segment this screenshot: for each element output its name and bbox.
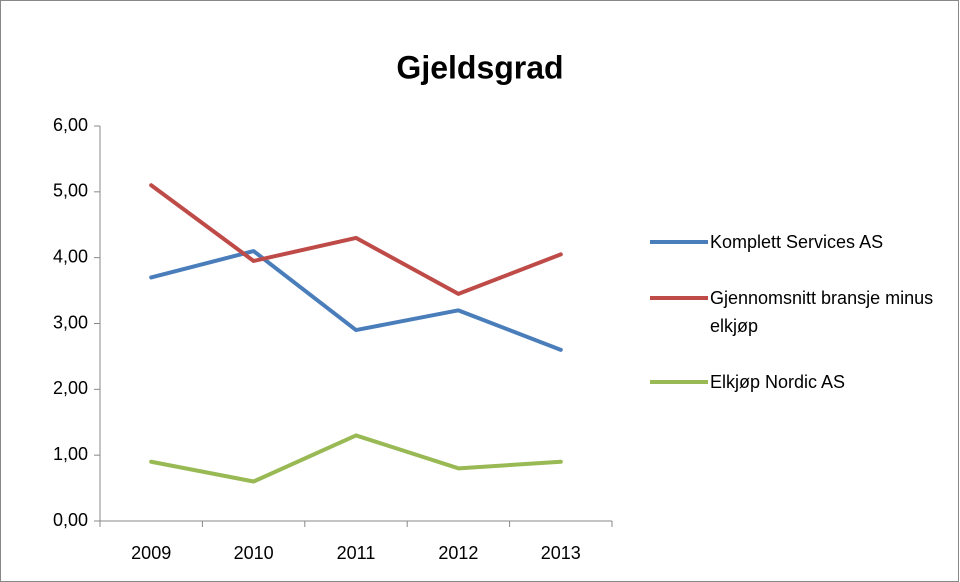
y-tick-label: 2,00 [53, 378, 88, 398]
y-tick-label: 0,00 [53, 510, 88, 530]
legend-swatch [650, 296, 708, 300]
series-line [149, 433, 563, 484]
legend-label: Gjennomsnitt bransje minus elkjøp [710, 288, 934, 336]
series-line [149, 183, 563, 296]
legend-item: Elkjøp Nordic AS [650, 368, 950, 396]
legend-item: Gjennomsnitt bransje minus elkjøp [650, 284, 950, 340]
y-tick-label: 5,00 [53, 181, 88, 201]
legend-label: Komplett Services AS [710, 232, 884, 252]
legend-swatch [650, 240, 708, 244]
y-tick-label: 1,00 [53, 444, 88, 464]
x-tick-label: 2009 [131, 543, 171, 563]
x-tick-label: 2013 [541, 543, 581, 563]
legend: Komplett Services AS Gjennomsnitt bransje… [650, 228, 950, 424]
y-tick-label: 3,00 [53, 312, 88, 332]
y-tick-label: 4,00 [53, 246, 88, 266]
legend-swatch [650, 380, 708, 384]
legend-item: Komplett Services AS [650, 228, 950, 256]
chart-title: Gjeldsgrad [396, 49, 563, 85]
legend-label: Elkjøp Nordic AS [710, 372, 846, 392]
x-tick-label: 2010 [234, 543, 274, 563]
y-tick-label: 6,00 [53, 115, 88, 135]
series-line [149, 249, 563, 352]
x-tick-label: 2012 [438, 543, 478, 563]
x-tick-label: 2011 [337, 543, 376, 563]
